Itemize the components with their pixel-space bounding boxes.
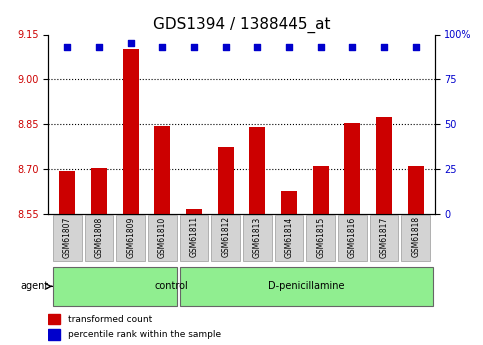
- FancyBboxPatch shape: [180, 215, 208, 261]
- Text: GSM61808: GSM61808: [95, 216, 103, 258]
- Bar: [313, 166, 328, 345]
- Text: GSM61813: GSM61813: [253, 216, 262, 258]
- FancyBboxPatch shape: [338, 215, 367, 261]
- Text: GSM61818: GSM61818: [411, 216, 420, 257]
- Bar: [408, 166, 424, 345]
- Bar: [249, 127, 265, 345]
- Text: D-penicillamine: D-penicillamine: [268, 282, 345, 291]
- Text: GSM61815: GSM61815: [316, 216, 325, 258]
- Point: [127, 41, 134, 46]
- FancyBboxPatch shape: [180, 267, 433, 306]
- Bar: [155, 126, 170, 345]
- Text: GSM61817: GSM61817: [380, 216, 388, 258]
- FancyBboxPatch shape: [148, 215, 177, 261]
- FancyBboxPatch shape: [243, 215, 271, 261]
- FancyBboxPatch shape: [275, 215, 303, 261]
- Bar: [218, 147, 234, 345]
- FancyBboxPatch shape: [53, 267, 177, 306]
- Point: [412, 44, 420, 50]
- Text: GSM61811: GSM61811: [189, 216, 199, 257]
- Point: [349, 44, 356, 50]
- Text: control: control: [154, 282, 188, 291]
- Text: GSM61809: GSM61809: [126, 216, 135, 258]
- FancyBboxPatch shape: [370, 215, 398, 261]
- FancyBboxPatch shape: [85, 215, 113, 261]
- Bar: [376, 117, 392, 345]
- Text: transformed count: transformed count: [68, 315, 152, 324]
- Text: GSM61810: GSM61810: [158, 216, 167, 258]
- Point: [158, 44, 166, 50]
- FancyBboxPatch shape: [116, 215, 145, 261]
- Point: [222, 44, 229, 50]
- Text: GSM61807: GSM61807: [63, 216, 72, 258]
- Bar: [91, 168, 107, 345]
- Bar: [344, 123, 360, 345]
- Point: [190, 44, 198, 50]
- Point: [317, 44, 325, 50]
- FancyBboxPatch shape: [401, 215, 430, 261]
- FancyBboxPatch shape: [306, 215, 335, 261]
- Bar: [281, 191, 297, 345]
- Bar: [59, 170, 75, 345]
- Point: [285, 44, 293, 50]
- Point: [380, 44, 388, 50]
- Title: GDS1394 / 1388445_at: GDS1394 / 1388445_at: [153, 17, 330, 33]
- Bar: [123, 49, 139, 345]
- Bar: [48, 329, 60, 340]
- FancyBboxPatch shape: [53, 215, 82, 261]
- FancyBboxPatch shape: [212, 215, 240, 261]
- Bar: [186, 209, 202, 345]
- Point: [254, 44, 261, 50]
- Text: GSM61812: GSM61812: [221, 216, 230, 257]
- Point: [63, 44, 71, 50]
- Text: agent: agent: [21, 282, 49, 291]
- Bar: [48, 314, 60, 324]
- Text: GSM61816: GSM61816: [348, 216, 357, 258]
- Text: GSM61814: GSM61814: [284, 216, 294, 258]
- Point: [95, 44, 103, 50]
- Text: percentile rank within the sample: percentile rank within the sample: [68, 330, 221, 339]
